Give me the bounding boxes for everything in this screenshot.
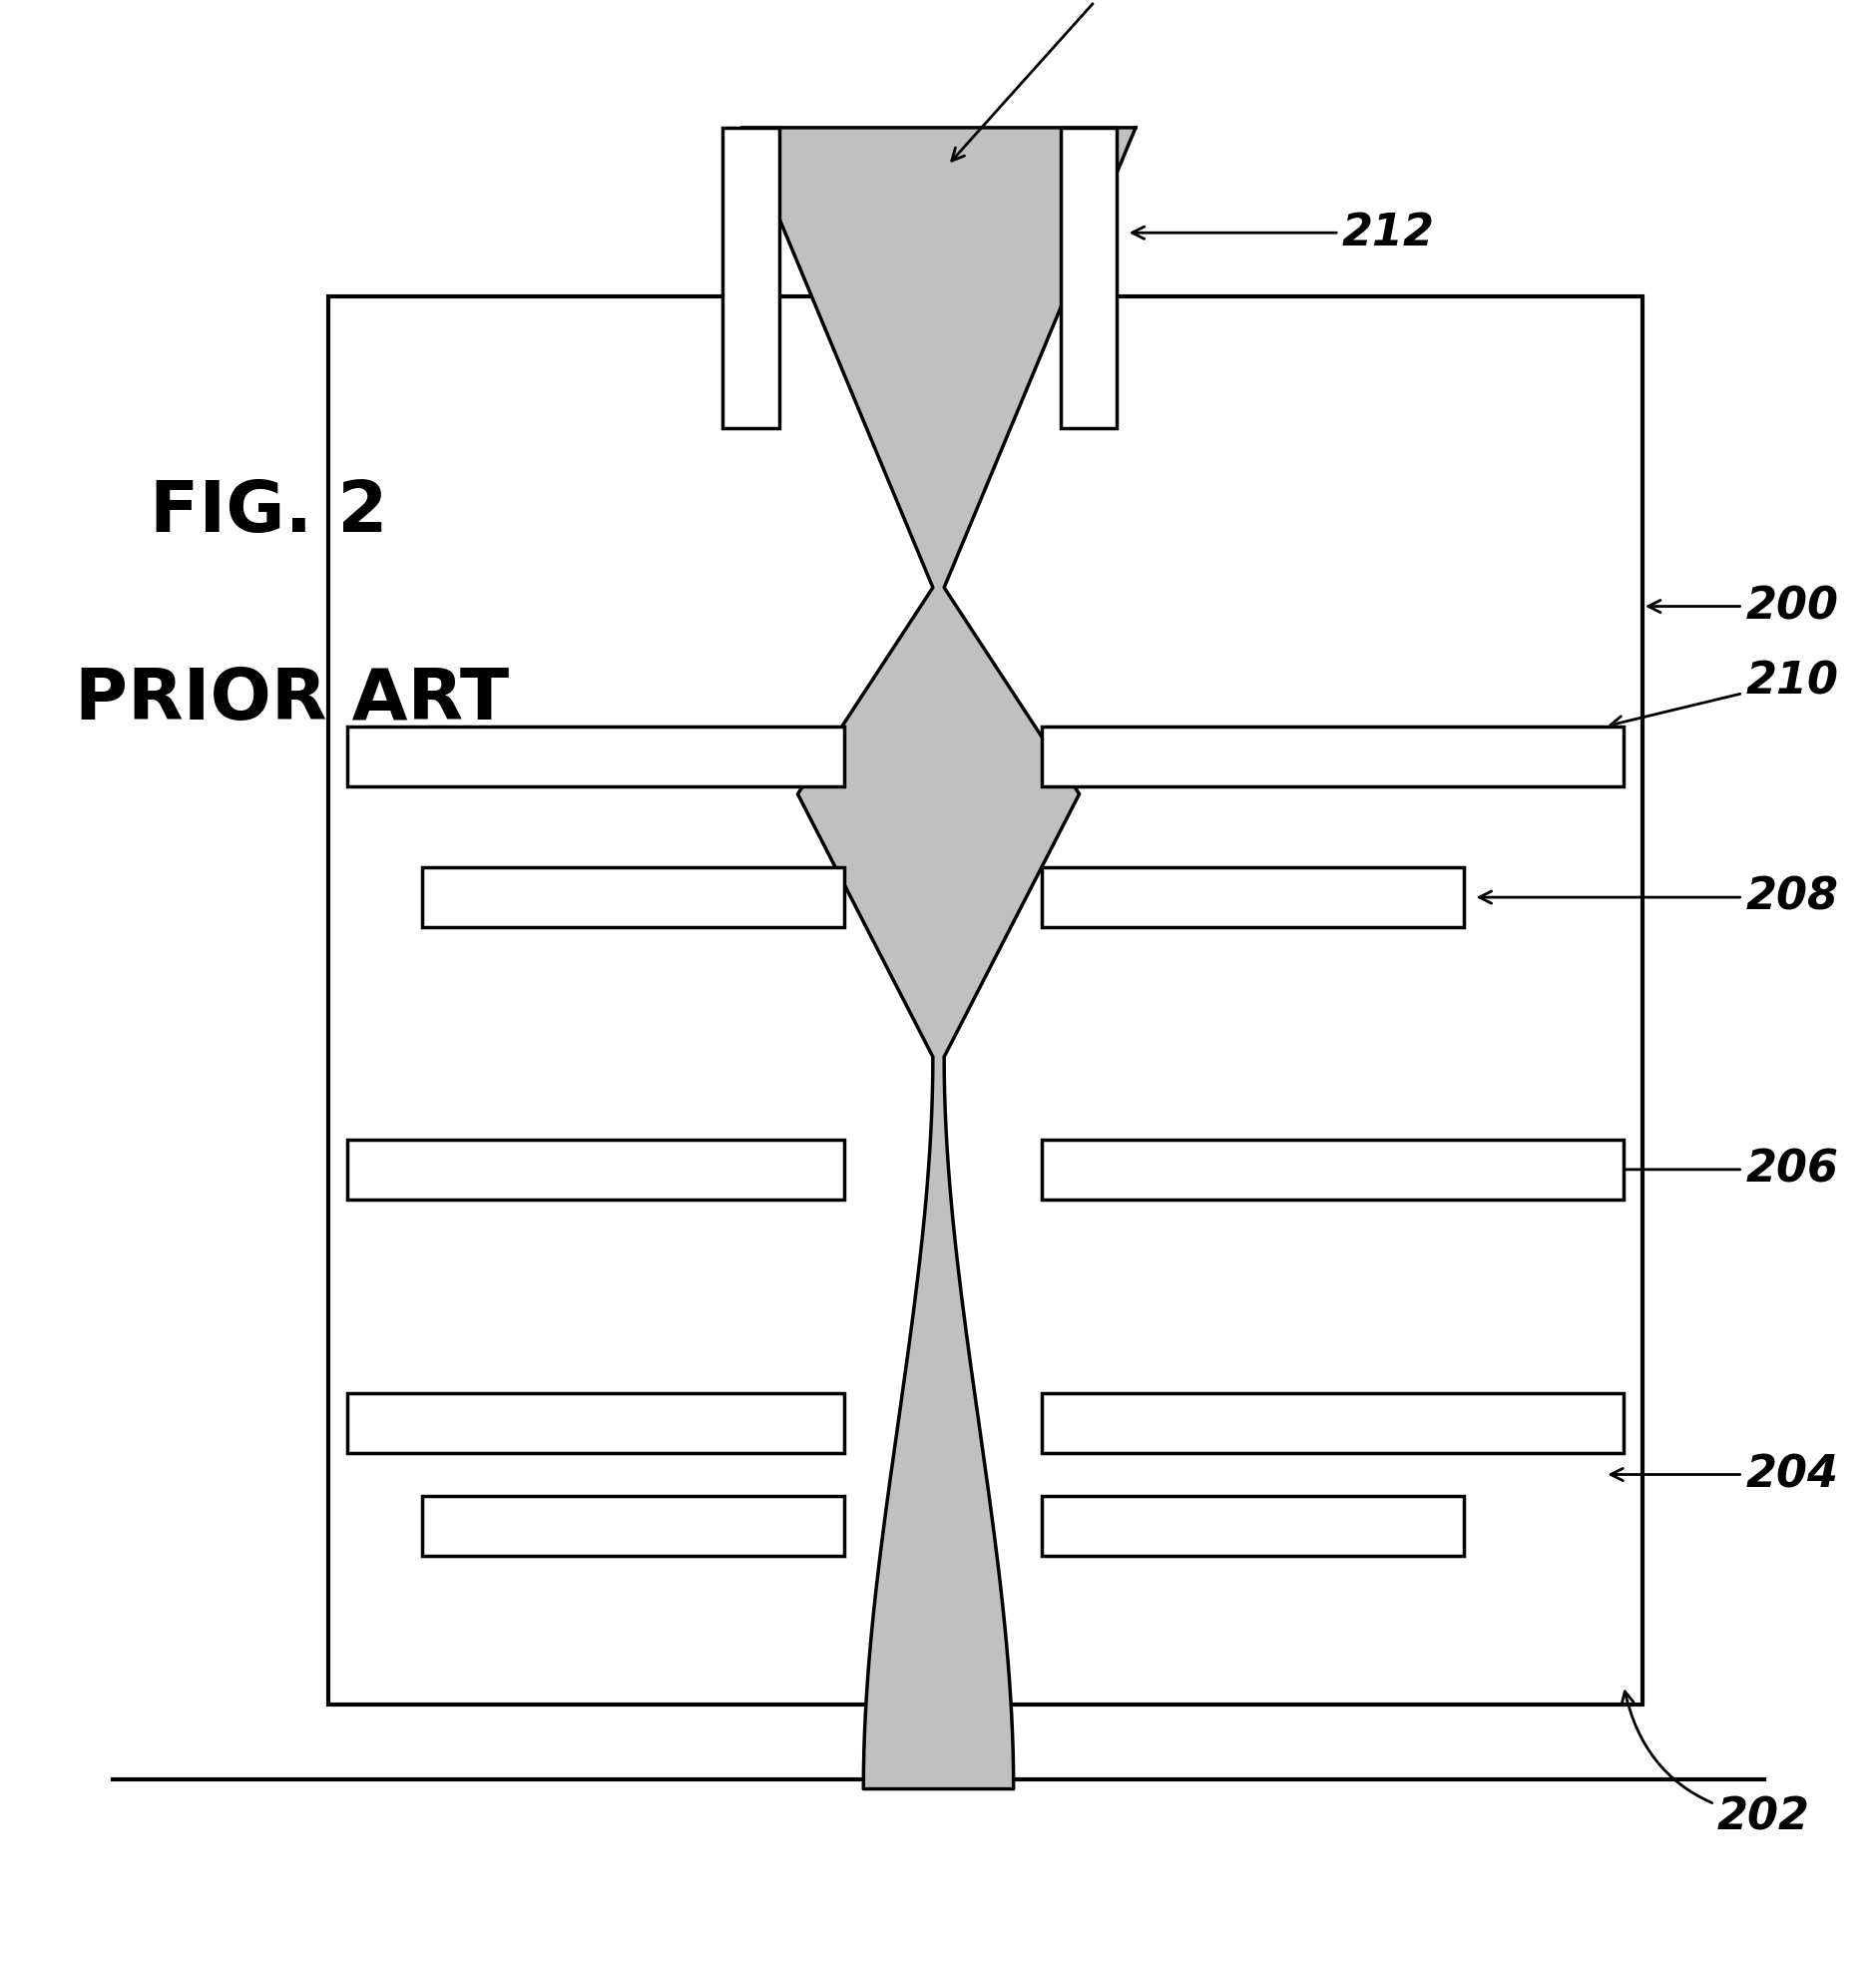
Bar <box>347 1139 844 1200</box>
Bar <box>1041 1393 1623 1454</box>
Polygon shape <box>741 128 1135 1788</box>
Text: 208: 208 <box>1478 875 1837 919</box>
Bar <box>422 867 844 926</box>
Bar <box>1041 726 1623 787</box>
Text: 212: 212 <box>1131 210 1433 254</box>
Text: 200: 200 <box>1647 584 1837 627</box>
Text: 210: 210 <box>1610 661 1837 728</box>
Bar <box>722 128 779 429</box>
Text: PRIOR ART: PRIOR ART <box>75 665 508 734</box>
Bar <box>1060 128 1116 429</box>
Text: 206: 206 <box>1610 1149 1837 1190</box>
Bar <box>1041 1139 1623 1200</box>
Bar <box>347 726 844 787</box>
Text: 204: 204 <box>1610 1454 1837 1497</box>
Text: 104: 104 <box>951 0 1161 161</box>
Bar <box>422 1497 844 1556</box>
Bar <box>328 297 1642 1705</box>
Bar <box>1041 867 1463 926</box>
Bar <box>1041 1497 1463 1556</box>
Text: FIG. 2: FIG. 2 <box>150 478 388 547</box>
Bar <box>347 1393 844 1454</box>
Text: 202: 202 <box>1621 1692 1808 1839</box>
